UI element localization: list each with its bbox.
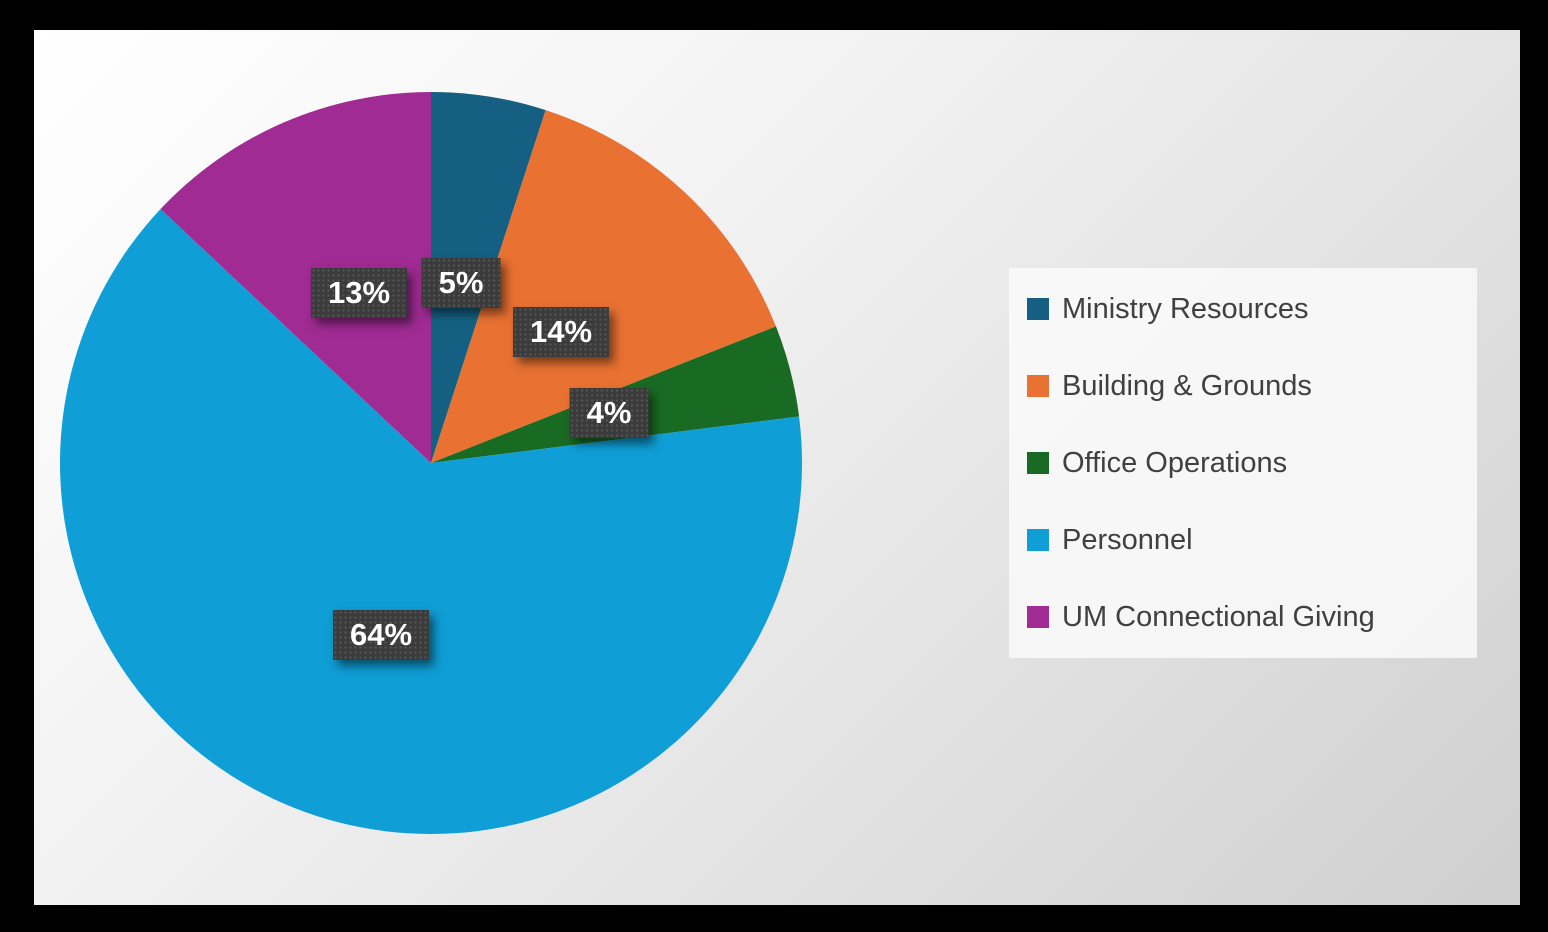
chart-legend: Ministry Resources Building & Grounds Of…	[1009, 268, 1477, 658]
legend-label: Building & Grounds	[1062, 369, 1312, 402]
legend-swatch-icon	[1027, 529, 1049, 551]
legend-item-ministry-resources: Ministry Resources	[1027, 271, 1477, 348]
legend-label: Office Operations	[1062, 446, 1288, 479]
pie-slice-building-grounds	[431, 110, 776, 464]
pie-chart	[59, 92, 802, 834]
legend-swatch-icon	[1027, 606, 1049, 628]
legend-item-personnel: Personnel	[1027, 502, 1477, 579]
legend-label: Personnel	[1062, 523, 1193, 556]
pie-slice-um-connectional-giving	[160, 92, 431, 463]
legend-swatch-icon	[1027, 452, 1049, 474]
legend-item-building-grounds: Building & Grounds	[1027, 348, 1477, 425]
legend-item-um-connectional-giving: UM Connectional Giving	[1027, 579, 1477, 656]
pie-slice-personnel	[59, 209, 802, 834]
slide-background: 5% 14% 4% 64% 13% Ministry Resources Buildin…	[34, 30, 1520, 905]
legend-item-office-operations: Office Operations	[1027, 425, 1477, 502]
legend-swatch-icon	[1027, 298, 1049, 320]
legend-label: Ministry Resources	[1062, 292, 1309, 325]
legend-swatch-icon	[1027, 375, 1049, 397]
legend-label: UM Connectional Giving	[1062, 600, 1375, 633]
